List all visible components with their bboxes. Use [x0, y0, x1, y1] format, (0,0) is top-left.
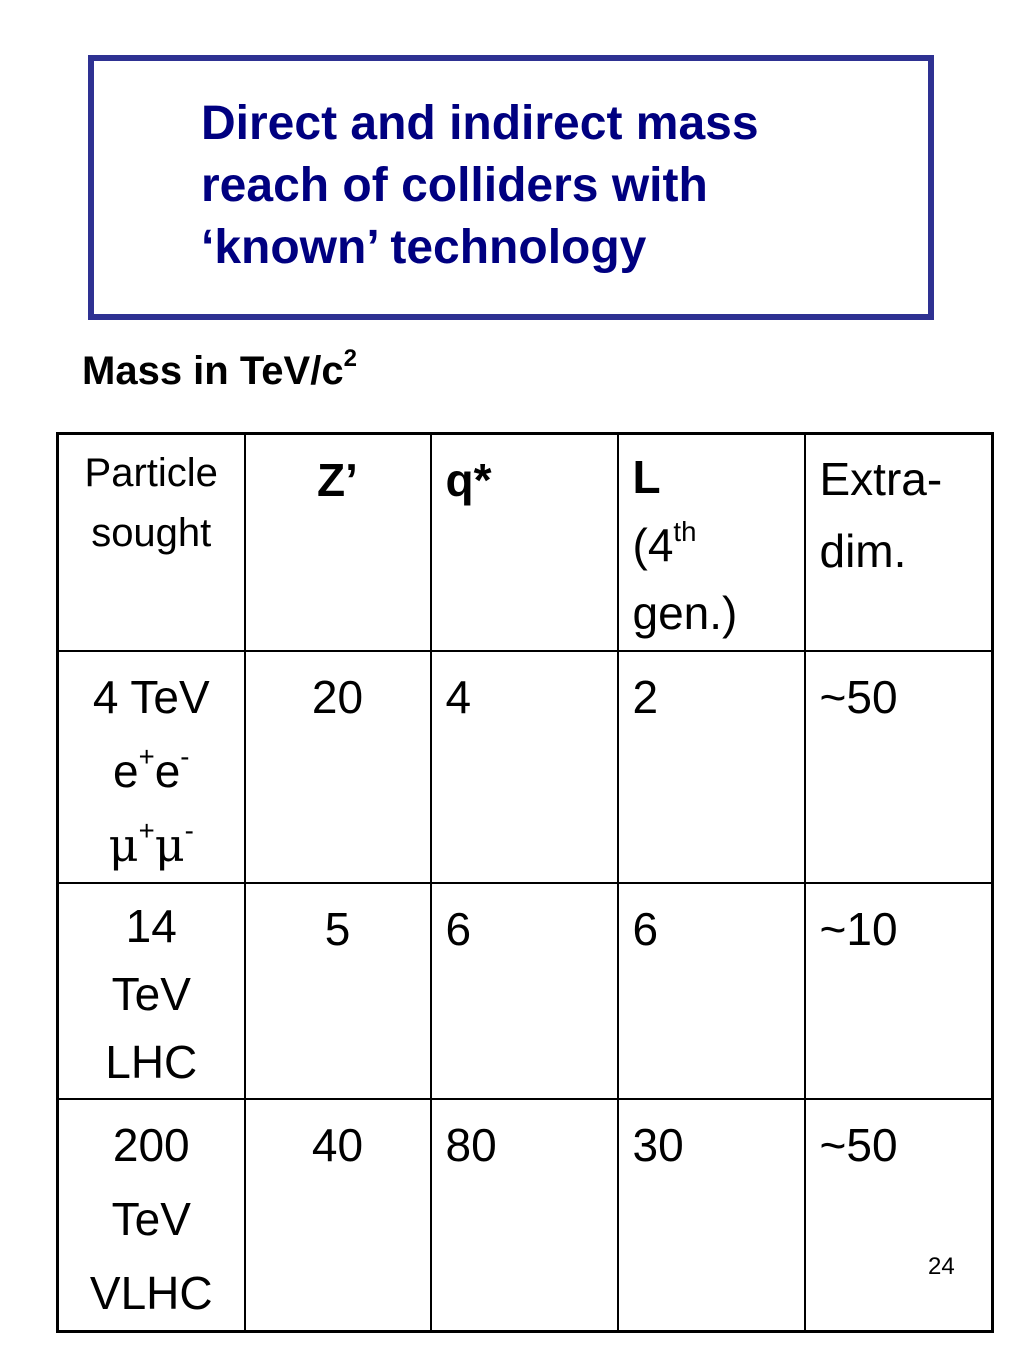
cell-extra-dim: ~10 — [803, 881, 994, 1100]
table-row: 4 TeV e+e- μ+μ- 20 4 2 ~50 — [56, 649, 994, 884]
row-label-muon-a-sup: + — [138, 815, 155, 847]
cell-lepton: 30 — [616, 1097, 806, 1332]
header-extra-line1: Extra- — [819, 453, 943, 505]
header-particle-line2: sought — [91, 511, 212, 555]
header-extra-dim: Extra- dim. — [803, 432, 994, 652]
title-line-1: Direct and indirect mass — [201, 97, 759, 150]
row-label-electron-b: e — [154, 744, 181, 797]
row-label-electron-a-sup: + — [138, 741, 155, 773]
row-label-line1: 4 TeV — [92, 670, 210, 723]
table-row: 14 TeV LHC 5 6 6 ~10 — [56, 881, 994, 1100]
cell-lepton: 6 — [616, 881, 806, 1100]
row-label-line1: 200 — [112, 1118, 190, 1171]
row-label-200tev: 200 TeV VLHC — [56, 1097, 246, 1332]
title-line-3: ‘known’ technology — [201, 221, 647, 274]
cell-q-star: 4 — [429, 649, 619, 884]
row-label-line1: 14 — [125, 899, 177, 952]
cell-lepton: 2 — [616, 649, 806, 884]
cell-q-star: 80 — [429, 1097, 619, 1332]
header-z-prime: Z’ — [243, 432, 432, 652]
header-l-gen-prefix: (4 — [632, 519, 674, 571]
cell-q-star: 6 — [429, 881, 619, 1100]
units-subtitle: Mass in TeV/c2 — [82, 345, 357, 397]
header-particle-line1: Particle — [84, 451, 218, 495]
units-superscript: 2 — [343, 345, 357, 373]
header-z-prime-label: Z’ — [317, 454, 358, 506]
row-label-line2: TeV — [111, 1192, 191, 1245]
cell-z-prime: 20 — [243, 649, 432, 884]
row-label-14tev: 14 TeV LHC — [56, 881, 246, 1100]
row-label-electron-a: e — [112, 744, 139, 797]
header-particle-sought: Particle sought — [56, 432, 246, 652]
header-l-gen-suffix: gen.) — [632, 587, 738, 639]
row-label-line2: TeV — [111, 967, 191, 1020]
header-l-label: L — [632, 451, 661, 503]
header-q-star-label: q* — [445, 454, 492, 506]
slide-title: Direct and indirect mass reach of collid… — [201, 93, 901, 279]
header-q-star: q* — [429, 432, 619, 652]
row-label-muon-b-sup: - — [184, 815, 194, 847]
cell-extra-dim: ~50 — [803, 1097, 994, 1332]
units-text: Mass in TeV/c — [82, 349, 344, 393]
header-l-gen-sup: th — [673, 515, 697, 547]
title-frame: Direct and indirect mass reach of collid… — [88, 55, 934, 320]
row-label-line3: LHC — [105, 1035, 198, 1088]
table-row: 200 TeV VLHC 40 80 30 ~50 — [56, 1097, 994, 1332]
header-lepton: L (4th gen.) — [616, 432, 806, 652]
page-number: 24 — [928, 1253, 955, 1280]
header-extra-line2: dim. — [819, 525, 907, 577]
row-label-4tev: 4 TeV e+e- μ+μ- — [56, 649, 246, 884]
row-label-electron-b-sup: - — [180, 741, 190, 773]
row-label-muon-b: μ — [154, 817, 185, 872]
row-label-line3: VLHC — [89, 1266, 213, 1319]
mass-reach-table: Particle sought Z’ q* L (4th gen.) Extra… — [56, 432, 994, 1333]
table-header-row: Particle sought Z’ q* L (4th gen.) Extra… — [56, 432, 994, 652]
cell-z-prime: 5 — [243, 881, 432, 1100]
row-label-muon-a: μ — [108, 817, 139, 872]
title-line-2: reach of colliders with — [201, 159, 708, 212]
cell-extra-dim: ~50 — [803, 649, 994, 884]
cell-z-prime: 40 — [243, 1097, 432, 1332]
